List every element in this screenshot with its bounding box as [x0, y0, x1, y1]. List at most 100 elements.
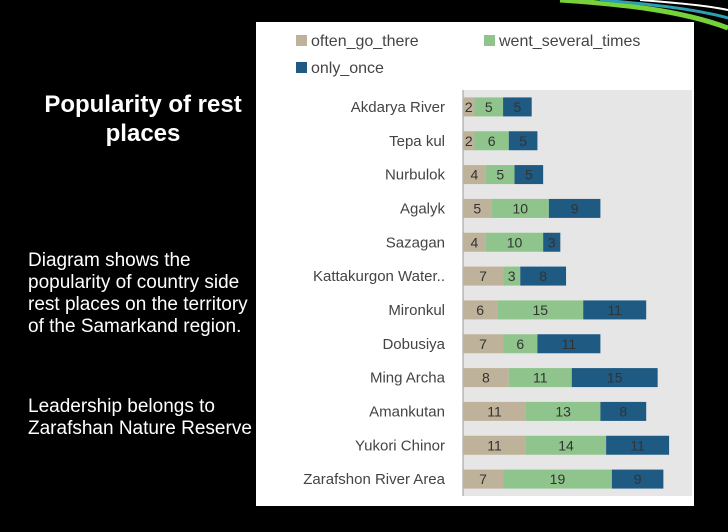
bar-segment-often_go_there [463, 131, 475, 151]
bar-segment-only_once [611, 469, 664, 489]
swoosh-teal-stroke [599, 0, 728, 20]
data-label-only_once: 5 [525, 167, 533, 183]
data-label-went_several_times: 5 [496, 167, 504, 183]
bar-segment-often_go_there [463, 435, 526, 455]
leadership-text: Leadership belongs to Zarafshan Nature R… [28, 396, 252, 439]
legend-label-only_once: only_once [311, 60, 384, 77]
legend-label-often_go_there: often_go_there [311, 33, 419, 50]
data-label-often_go_there: 11 [487, 437, 502, 453]
bar-segment-only_once [537, 334, 601, 354]
category-label: Nurbulok [385, 167, 446, 184]
bar-segment-often_go_there [463, 165, 486, 185]
data-label-often_go_there: 7 [479, 268, 487, 284]
description-text: Diagram shows the popularity of country … [28, 250, 248, 337]
data-label-often_go_there: 2 [465, 133, 473, 149]
data-label-only_once: 11 [607, 302, 622, 318]
bar-segment-went_several_times [525, 435, 607, 455]
decorative-swoosh [559, 0, 728, 31]
category-label: Dobusiya [382, 336, 445, 353]
plot-area [463, 90, 692, 496]
bar-segment-only_once [600, 401, 647, 421]
bar-segment-only_once [508, 131, 538, 151]
data-label-only_once: 9 [634, 471, 642, 487]
bar-segment-only_once [514, 165, 544, 185]
category-label: Agalyk [400, 200, 446, 217]
category-label: Akdarya River [351, 99, 445, 116]
data-label-often_go_there: 4 [471, 167, 479, 183]
bar-segment-went_several_times [503, 469, 612, 489]
bar-segment-only_once [543, 232, 561, 252]
bar-segment-only_once [571, 368, 658, 388]
bar-segment-went_several_times [503, 334, 538, 354]
bar-segment-went_several_times [508, 368, 572, 388]
data-label-only_once: 8 [619, 403, 627, 419]
category-label: Zarafshon River Area [303, 471, 445, 488]
bar-segment-often_go_there [463, 300, 498, 320]
data-label-only_once: 11 [562, 336, 577, 352]
bar-segment-went_several_times [474, 131, 509, 151]
swoosh-white-stroke [639, 0, 728, 11]
slide-title: Popularity of rest places [44, 91, 242, 147]
swoosh-green-stroke [559, 0, 728, 31]
legend-label-went_several_times: went_several_times [498, 33, 640, 50]
data-label-only_once: 11 [630, 437, 645, 453]
bar-segment-only_once [606, 435, 670, 455]
data-label-often_go_there: 7 [479, 471, 487, 487]
bar-segment-went_several_times [497, 300, 584, 320]
bar-segment-often_go_there [463, 198, 492, 218]
data-label-went_several_times: 13 [555, 403, 571, 419]
category-label: Mironkul [388, 302, 445, 319]
category-label: Yukori Chinor [355, 437, 445, 454]
data-label-only_once: 9 [571, 200, 579, 216]
data-label-often_go_there: 8 [482, 370, 490, 386]
bar-segment-often_go_there [463, 368, 509, 388]
stacked-bar-chart: often_go_there went_several_times only_onc… [296, 33, 692, 496]
data-label-went_several_times: 5 [485, 99, 493, 115]
bar-segment-only_once [548, 198, 601, 218]
category-label: Ming Archa [370, 370, 446, 387]
legend-swatch-only_once [296, 62, 307, 73]
legend-swatch-often_go_there [296, 35, 307, 46]
bar-segment-went_several_times [474, 97, 504, 117]
category-label: Amankutan [369, 403, 445, 420]
bar-segment-often_go_there [463, 334, 504, 354]
bar-segment-went_several_times [491, 198, 549, 218]
data-label-went_several_times: 19 [550, 471, 566, 487]
bar-segment-often_go_there [463, 266, 504, 286]
data-label-often_go_there: 7 [479, 336, 487, 352]
bar-segment-often_go_there [463, 469, 504, 489]
bar-segment-only_once [520, 266, 567, 286]
bar-segment-went_several_times [525, 401, 601, 421]
bar-segment-went_several_times [485, 165, 515, 185]
category-label: Kattakurgon Water.. [313, 268, 445, 285]
data-label-went_several_times: 10 [512, 200, 528, 216]
data-label-went_several_times: 15 [532, 302, 548, 318]
category-label: Tepa kul [389, 133, 445, 150]
data-label-often_go_there: 2 [465, 99, 473, 115]
data-label-only_once: 5 [519, 133, 527, 149]
data-label-went_several_times: 10 [507, 234, 523, 250]
data-label-often_go_there: 4 [471, 234, 479, 250]
bar-segment-only_once [583, 300, 647, 320]
bar-segment-often_go_there [463, 97, 475, 117]
data-label-only_once: 5 [513, 99, 521, 115]
bar-segment-often_go_there [463, 232, 486, 252]
data-label-only_once: 8 [539, 268, 547, 284]
bar-segment-went_several_times [485, 232, 544, 252]
bar-segment-only_once [503, 97, 532, 117]
data-label-only_once: 15 [607, 370, 623, 386]
data-label-only_once: 3 [548, 234, 556, 250]
bar-segment-went_several_times [503, 266, 521, 286]
data-label-went_several_times: 6 [488, 133, 496, 149]
data-label-went_several_times: 11 [533, 370, 548, 386]
legend-swatch-went_several_times [484, 35, 495, 46]
data-label-often_go_there: 11 [487, 403, 502, 419]
data-label-went_several_times: 14 [558, 437, 574, 453]
data-label-often_go_there: 6 [476, 302, 484, 318]
category-label: Sazagan [386, 234, 445, 251]
data-label-went_several_times: 6 [516, 336, 524, 352]
bar-segment-often_go_there [463, 401, 526, 421]
data-label-went_several_times: 3 [508, 268, 516, 284]
chart-panel: often_go_there went_several_times only_onc… [256, 22, 694, 506]
